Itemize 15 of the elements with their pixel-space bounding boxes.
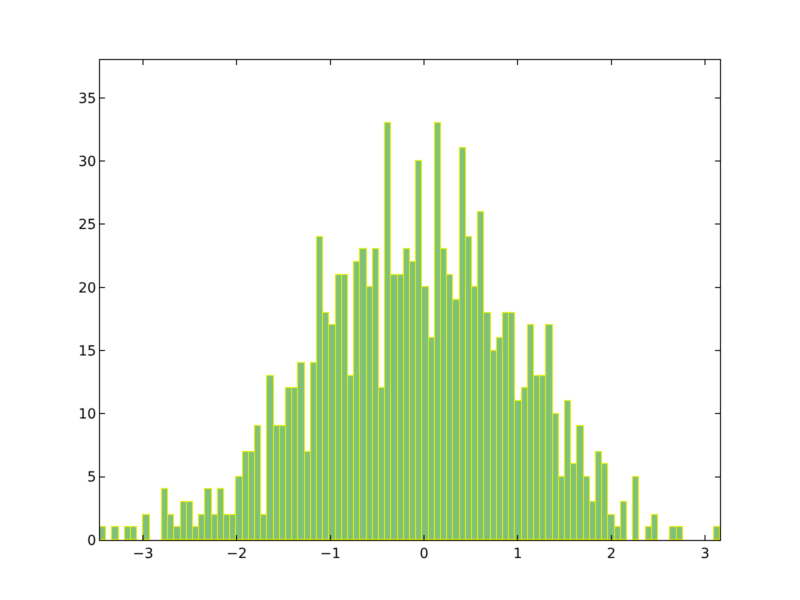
x-tick-label: 2 bbox=[606, 546, 616, 562]
y-tick-label: 0 bbox=[87, 532, 96, 549]
x-tick-label: 0 bbox=[420, 546, 429, 562]
x-tick-label: −2 bbox=[226, 546, 248, 562]
y-tick-label: 10 bbox=[78, 406, 96, 423]
y-tick-label: 35 bbox=[78, 90, 96, 107]
y-tick-label: 30 bbox=[78, 154, 96, 170]
x-tick-label: −1 bbox=[320, 546, 341, 562]
y-tick-label: 25 bbox=[78, 217, 96, 234]
y-tick-label: 20 bbox=[78, 280, 96, 296]
x-tick-label: 3 bbox=[700, 546, 710, 562]
x-tick-label: 1 bbox=[513, 546, 522, 562]
x-tick-label: −3 bbox=[132, 546, 154, 562]
y-tick-label: 15 bbox=[78, 343, 96, 360]
y-tick-label: 5 bbox=[87, 470, 96, 486]
